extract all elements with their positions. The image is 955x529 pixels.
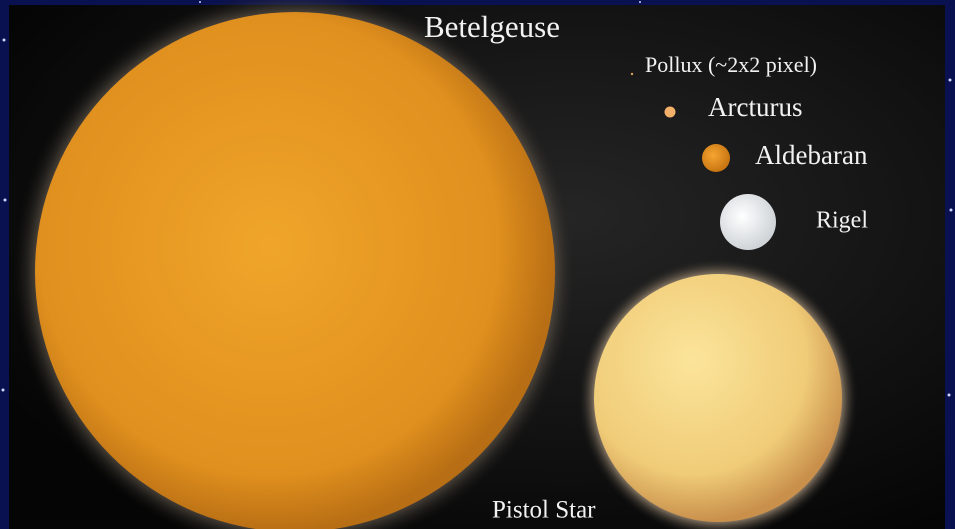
pollux — [631, 73, 633, 75]
pistol-star — [594, 274, 842, 522]
label: Aldebaran — [755, 140, 868, 170]
rigel — [720, 194, 776, 250]
arcturus — [665, 107, 676, 118]
aldebaran — [702, 144, 730, 172]
label: Arcturus — [708, 92, 802, 122]
label: Pollux (~2x2 pixel) — [645, 52, 817, 77]
label: Betelgeuse — [424, 9, 560, 44]
label: Rigel — [816, 208, 868, 234]
illustration: Betelgeuse Pollux (~2x2 pixel) Arcturus … — [0, 0, 955, 529]
label: Pistol Star — [492, 497, 596, 524]
betelgeuse — [35, 12, 555, 529]
page: Betelgeuse Pollux (~2x2 pixel) Arcturus … — [0, 0, 955, 529]
